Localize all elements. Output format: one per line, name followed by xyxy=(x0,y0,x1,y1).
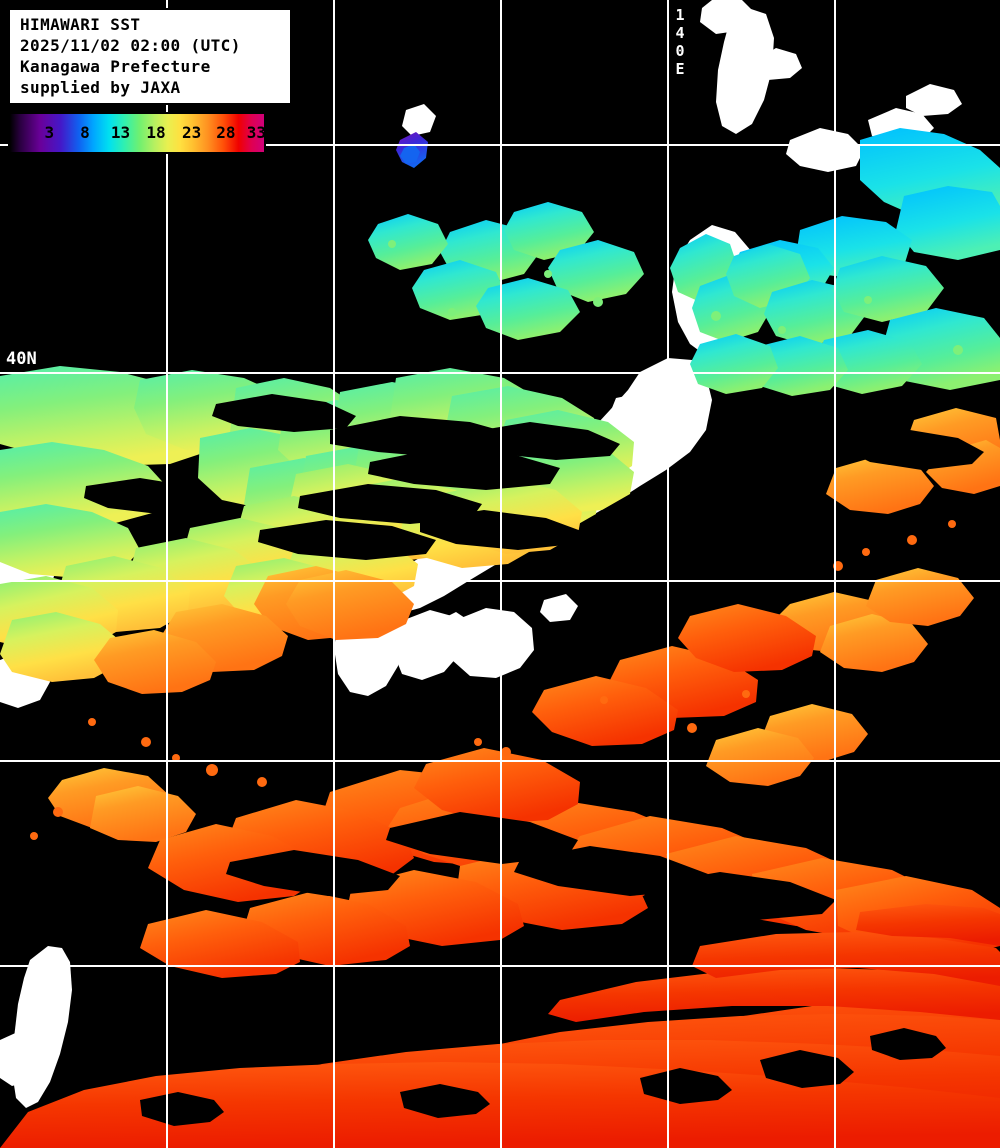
product-region: Kanagawa Prefecture xyxy=(20,57,211,76)
product-title: HIMAWARI SST xyxy=(20,15,141,34)
sst-green-north xyxy=(368,202,1000,396)
sst-nodata-streaks xyxy=(84,394,984,1126)
colorbar-gradient xyxy=(10,114,264,152)
colorbar-tick-labels: 3 8 13 18 23 28 33 xyxy=(10,114,267,152)
sst-speckle-cool xyxy=(388,240,963,355)
colorbar-tick: 18 xyxy=(146,123,166,142)
colorbar-tick: 3 xyxy=(44,123,55,142)
colorbar-tick: 28 xyxy=(216,123,236,142)
product-info-panel: HIMAWARI SST 2025/11/02 02:00 (UTC) Kana… xyxy=(8,8,292,105)
product-attribution: supplied by JAXA xyxy=(20,78,181,97)
colorbar-tick: 23 xyxy=(181,123,202,142)
colorbar-tick: 8 xyxy=(80,123,90,142)
colorbar-tick: 13 xyxy=(110,123,131,142)
sst-colorbar: 3 8 13 18 23 28 33 xyxy=(8,112,266,154)
product-timestamp: 2025/11/02 02:00 (UTC) xyxy=(20,36,241,55)
colorbar-tick: 33 xyxy=(246,123,267,142)
sst-cold-lake xyxy=(396,132,428,168)
